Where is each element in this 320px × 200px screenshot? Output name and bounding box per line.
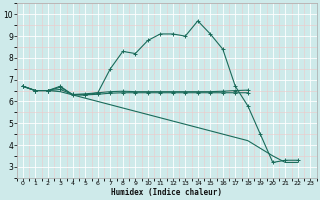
X-axis label: Humidex (Indice chaleur): Humidex (Indice chaleur) <box>111 188 222 197</box>
